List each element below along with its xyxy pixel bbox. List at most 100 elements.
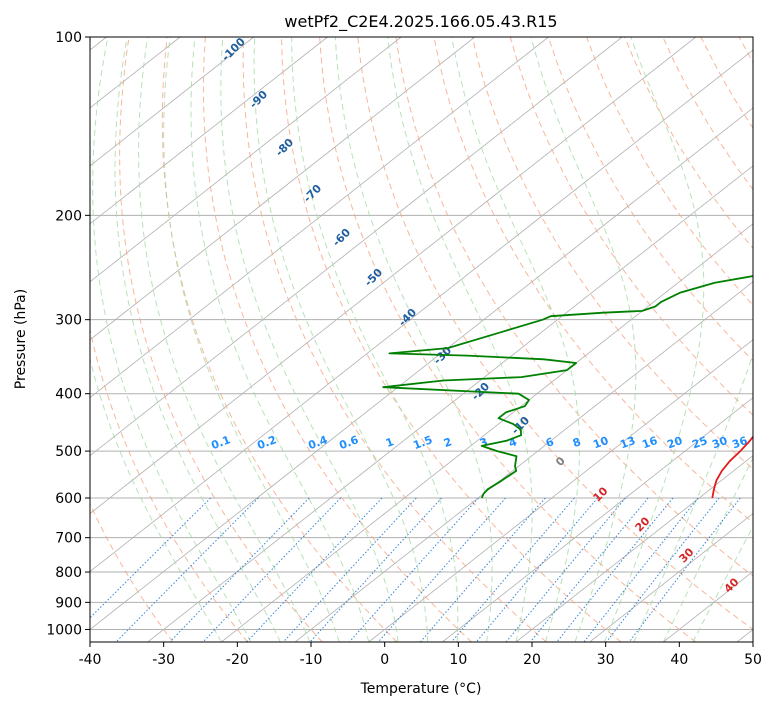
mixing-ratio-line bbox=[246, 497, 383, 642]
moist-adiabats bbox=[90, 37, 753, 642]
mixing-ratio-line bbox=[475, 497, 598, 642]
dry-adiabat-line bbox=[90, 502, 174, 642]
y-axis: 100 200 300 400 500 600 700 800 900 1000 bbox=[46, 30, 90, 638]
isotherm-line bbox=[515, 455, 753, 642]
isotherm-line bbox=[90, 37, 549, 399]
mixing-ratio-label: 1 bbox=[384, 435, 396, 450]
isotherm-line bbox=[90, 107, 753, 630]
y-tick-label: 500 bbox=[55, 444, 82, 460]
moist-adiabat-line bbox=[334, 37, 493, 642]
y-tick-label: 800 bbox=[55, 565, 82, 581]
moist-adiabat-line bbox=[114, 37, 281, 642]
x-tick-label: -20 bbox=[226, 652, 249, 668]
mixing-ratio-label: 0.4 bbox=[306, 433, 329, 452]
isotherm-line bbox=[90, 49, 753, 573]
moist-adiabat-line bbox=[138, 37, 311, 642]
isotherm-line bbox=[90, 37, 697, 515]
mixing-ratio-line bbox=[583, 497, 699, 642]
isotherm-line bbox=[90, 37, 623, 457]
mixing-ratio-line bbox=[202, 497, 341, 642]
chart-title: wetPf2_C2E4.2025.166.05.43.R15 bbox=[284, 12, 557, 32]
mixing-ratio-line bbox=[90, 497, 211, 619]
y-tick-label: 200 bbox=[55, 208, 82, 224]
mixing-ratio-label: 16 bbox=[640, 434, 659, 452]
dry-adiabat-line bbox=[242, 37, 547, 642]
x-axis-label: Temperature (°C) bbox=[360, 681, 482, 697]
mixing-ratio-line bbox=[505, 497, 626, 642]
dry-adiabats bbox=[90, 37, 753, 642]
isotherm-line bbox=[368, 339, 753, 642]
mixing-ratio-line bbox=[169, 497, 310, 642]
mixing-ratio-line bbox=[377, 497, 506, 642]
dry-adiabat-line bbox=[119, 37, 323, 642]
dry-adiabat-line bbox=[90, 37, 248, 642]
x-tick-label: -10 bbox=[300, 652, 323, 668]
y-tick-label: 100 bbox=[55, 30, 82, 46]
mixing-ratio-line bbox=[115, 497, 259, 642]
y-axis-label: Pressure (hPa) bbox=[13, 289, 29, 389]
moist-adiabat-line bbox=[220, 37, 399, 642]
dry-adiabat-line bbox=[433, 37, 753, 524]
x-tick-label: 10 bbox=[449, 652, 467, 668]
dry-adiabat-line bbox=[281, 37, 622, 642]
mixing-ratio-label: 4 bbox=[507, 435, 519, 450]
isotherm-line bbox=[147, 165, 753, 642]
mixing-ratio-label: 20 bbox=[665, 434, 684, 452]
mixing-ratio-label: 13 bbox=[618, 434, 637, 451]
moist-adiabat-line bbox=[451, 37, 580, 642]
dewpoint-line bbox=[382, 275, 753, 499]
moist-adiabat-line bbox=[190, 37, 370, 642]
sounding-profiles bbox=[382, 275, 753, 499]
dry-adiabat-line bbox=[319, 37, 697, 642]
x-axis: -40 -30 -20 -10 0 10 20 30 40 50 bbox=[79, 642, 762, 668]
moist-adiabat-line bbox=[530, 37, 637, 642]
isotherm-line bbox=[90, 37, 402, 283]
moist-adiabat-line bbox=[291, 37, 459, 642]
moist-adiabat-line bbox=[92, 37, 252, 642]
mixing-ratio-lines bbox=[90, 497, 741, 642]
isotherm-line bbox=[90, 37, 328, 225]
x-tick-label: -40 bbox=[79, 652, 102, 668]
x-tick-label: 30 bbox=[597, 652, 615, 668]
mixing-ratio-line bbox=[420, 497, 546, 642]
x-tick-label: -30 bbox=[152, 652, 175, 668]
y-tick-label: 300 bbox=[55, 313, 82, 329]
mixing-ratio-label: 6 bbox=[544, 435, 556, 450]
y-tick-label: 1000 bbox=[46, 622, 82, 638]
mixing-ratio-label: 25 bbox=[690, 434, 709, 451]
mixing-ratio-line bbox=[556, 497, 674, 642]
mixing-ratio-label: 10 bbox=[591, 434, 610, 452]
x-tick-label: 0 bbox=[380, 652, 389, 668]
mixing-ratio-line bbox=[606, 497, 720, 642]
y-tick-label: 600 bbox=[55, 491, 82, 507]
moist-adiabat-line bbox=[603, 37, 705, 642]
y-tick-label: 400 bbox=[55, 387, 82, 403]
dry-adiabat-line bbox=[547, 37, 753, 362]
mixing-ratio-label: 3 bbox=[478, 435, 490, 450]
isotherm-line bbox=[442, 397, 753, 642]
isotherm-line bbox=[221, 223, 753, 642]
isobar-grid bbox=[90, 37, 753, 630]
dry-adiabat-line bbox=[471, 37, 753, 470]
mixing-ratio-line bbox=[529, 497, 649, 642]
mixing-ratio-line bbox=[309, 497, 442, 642]
y-tick-label: 900 bbox=[55, 595, 82, 611]
mixing-ratio-label: 1.5 bbox=[411, 433, 434, 452]
x-tick-label: 20 bbox=[523, 652, 541, 668]
temperature-line bbox=[711, 435, 753, 499]
dry-adiabat-line bbox=[395, 37, 753, 577]
mixing-ratio-label: 0.2 bbox=[255, 433, 278, 452]
dry-adiabat-line bbox=[509, 37, 753, 416]
isotherm-line bbox=[90, 37, 255, 167]
mixing-ratio-label: 8 bbox=[571, 435, 583, 450]
moist-adiabat-line bbox=[253, 37, 429, 642]
moist-adiabat-line bbox=[387, 37, 533, 642]
mixing-ratio-label: 0.6 bbox=[337, 433, 360, 452]
dry-adiabat-line bbox=[161, 37, 398, 642]
mixing-ratio-label: 30 bbox=[710, 434, 729, 452]
dry-adiabat-line bbox=[202, 37, 473, 642]
mixing-ratio-label: 2 bbox=[442, 435, 454, 450]
plot-frame bbox=[89, 36, 754, 643]
